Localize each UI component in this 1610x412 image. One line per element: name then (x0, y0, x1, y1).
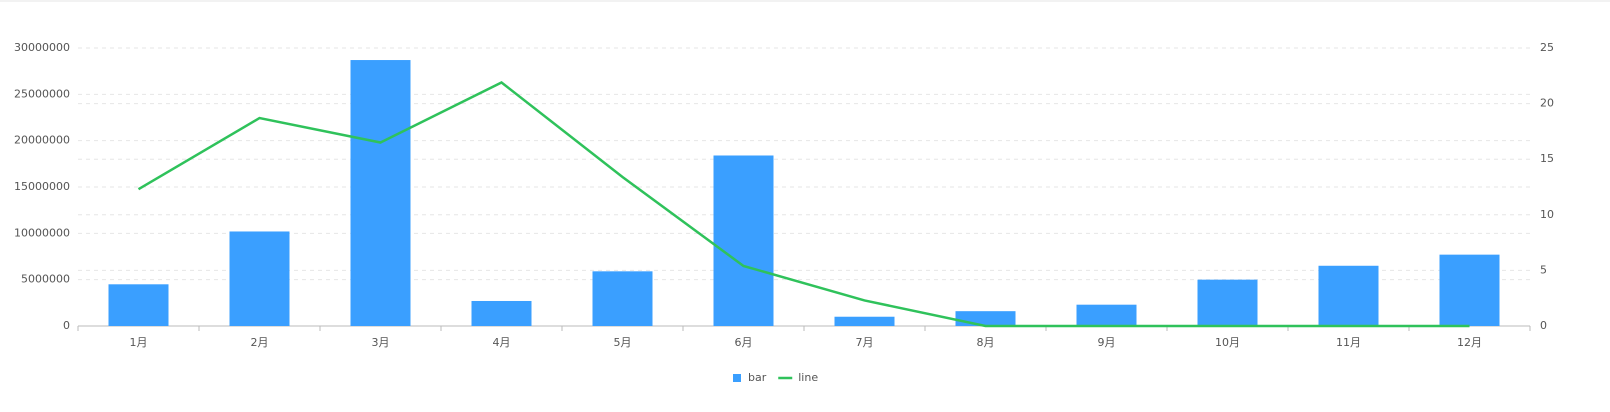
bar (350, 60, 411, 327)
y-tick-label: 5000000 (21, 273, 70, 286)
bar (229, 231, 290, 326)
x-tick-label: 12月 (1457, 336, 1482, 349)
y2-tick-label: 5 (1540, 263, 1547, 276)
x-tick-label: 10月 (1215, 336, 1240, 349)
x-tick-label: 11月 (1336, 336, 1361, 349)
line (137, 81, 1470, 328)
bar (471, 300, 532, 326)
bar (834, 316, 895, 326)
x-tick-label: 4月 (493, 336, 511, 349)
bar (592, 271, 653, 326)
x-tick-label: 6月 (735, 336, 753, 349)
bar (955, 311, 1016, 326)
y2-tick-label: 10 (1540, 208, 1554, 221)
bar (1076, 304, 1137, 326)
y-tick-label: 0 (63, 319, 70, 332)
x-tick-label: 1月 (130, 336, 148, 349)
y-tick-label: 25000000 (14, 87, 70, 100)
x-tick-label: 5月 (614, 336, 632, 349)
x-tick-label: 3月 (372, 336, 390, 349)
x-tick-label: 8月 (977, 336, 995, 349)
y-tick-label: 10000000 (14, 226, 70, 239)
x-tick-label: 7月 (856, 336, 874, 349)
bar (1318, 265, 1379, 326)
x-tick-label: 9月 (1098, 336, 1116, 349)
bar (1439, 254, 1500, 326)
y2-tick-label: 15 (1540, 152, 1554, 165)
y-tick-label: 30000000 (14, 41, 70, 54)
y2-tick-label: 20 (1540, 97, 1554, 110)
legend-label: line (798, 371, 818, 384)
x-tick-label: 2月 (251, 336, 269, 349)
y2-tick-label: 0 (1540, 319, 1547, 332)
bar (713, 155, 774, 326)
bar (108, 284, 169, 326)
y2-tick-label: 25 (1540, 41, 1554, 54)
y-tick-label: 15000000 (14, 180, 70, 193)
legend-label: bar (748, 371, 767, 384)
y-tick-label: 20000000 (14, 134, 70, 147)
bar (1197, 279, 1258, 326)
legend-swatch (733, 374, 741, 382)
